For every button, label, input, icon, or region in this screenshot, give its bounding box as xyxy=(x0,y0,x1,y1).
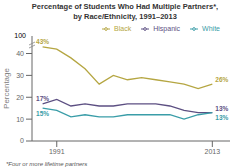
svg-text:0: 0 xyxy=(20,137,24,144)
html-text:Hispanic: Hispanic xyxy=(153,25,181,32)
html-text:Percentage of Students Who Had: Percentage of Students Who Had Multiple … xyxy=(31,2,219,11)
svg-text:30: 30 xyxy=(16,72,24,79)
svg-text:13%: 13% xyxy=(215,114,228,121)
svg-text:26%: 26% xyxy=(215,76,228,83)
svg-text:17%: 17% xyxy=(36,95,49,102)
html-text:by Race/Ethnicity, 1991–2013: by Race/Ethnicity, 1991–2013 xyxy=(73,11,177,21)
svg-text:1991: 1991 xyxy=(49,148,65,155)
svg-text:13%: 13% xyxy=(215,105,228,112)
svg-text:10: 10 xyxy=(16,116,24,123)
html-text:White: White xyxy=(202,25,220,32)
svg-text:20: 20 xyxy=(16,94,24,101)
svg-text:40: 40 xyxy=(16,50,24,57)
html-text:*Four or more lifetime partner: *Four or more lifetime partners xyxy=(6,161,88,167)
svg-text:2013: 2013 xyxy=(205,148,221,155)
svg-text:43%: 43% xyxy=(36,38,49,45)
html-text:Black: Black xyxy=(114,25,132,32)
svg-text:15%: 15% xyxy=(36,110,49,117)
svg-text:Percentage: Percentage xyxy=(8,67,11,108)
svg-text:100: 100 xyxy=(14,32,26,39)
